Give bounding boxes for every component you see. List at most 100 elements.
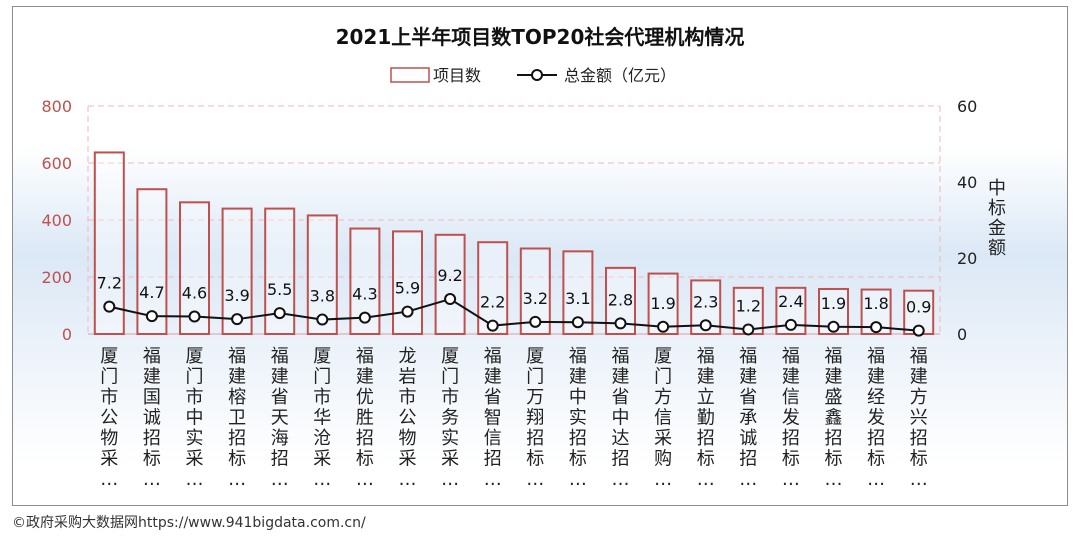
- left-tick-label: 400: [41, 211, 72, 230]
- category-label-char: 市: [313, 387, 331, 408]
- category-label-char: 建: [867, 367, 885, 388]
- category-label-char: …: [100, 469, 118, 490]
- right-axis-label-char: 额: [988, 238, 1006, 259]
- amount-data-label: 4.6: [182, 284, 207, 303]
- category-label-char: 标: [143, 449, 161, 470]
- category-label-char: …: [143, 469, 161, 490]
- category-label-char: 发: [867, 408, 885, 429]
- category-label-char: 福: [484, 346, 502, 367]
- category-label-char: 中: [569, 387, 587, 408]
- category-label-char: 榕: [228, 387, 246, 408]
- category-label-char: 招: [825, 428, 843, 449]
- category-label-char: 兴: [910, 408, 928, 429]
- amount-point: [401, 305, 414, 318]
- category-label-char: 标: [356, 449, 374, 470]
- category-label-char: 招: [526, 428, 544, 449]
- category-label-char: 招: [271, 449, 289, 470]
- amount-data-label: 5.9: [395, 279, 420, 298]
- right-tick-label: 40: [957, 173, 977, 192]
- category-label-char: …: [441, 469, 459, 490]
- amount-point: [870, 321, 883, 334]
- amount-line-path: [109, 297, 919, 332]
- category-label-char: 招: [612, 449, 630, 470]
- category-label-char: 招: [484, 449, 502, 470]
- category-label-char: 经: [867, 387, 885, 408]
- category-label-char: 厦: [100, 346, 118, 367]
- category-label-char: 招: [867, 428, 885, 449]
- category-label-char: 厦: [526, 346, 544, 367]
- amount-point: [103, 300, 116, 313]
- right-axis: 60 40 20 0: [957, 97, 977, 344]
- left-tick-label: 0: [62, 325, 72, 344]
- category-label-char: 门: [654, 367, 672, 388]
- category-label-char: 福: [825, 346, 843, 367]
- category-label-char: 翔: [526, 408, 544, 429]
- amount-data-label: 2.8: [608, 290, 633, 309]
- category-label-char: 福: [782, 346, 800, 367]
- category-labels: 厦门市公物采…福建国诚招标…厦门市中实采…福建榕卫招标…福建省天海招…厦门市华沧…: [100, 346, 927, 490]
- gridlines: [87, 105, 941, 335]
- category-label-char: 福: [569, 346, 587, 367]
- category-label-char: 务: [441, 408, 459, 429]
- category-label-char: 物: [100, 428, 118, 449]
- category-label-char: 采: [654, 428, 672, 449]
- amount-data-label: 3.8: [310, 287, 335, 306]
- category-label-char: 标: [782, 449, 800, 470]
- category-label-char: …: [612, 469, 630, 490]
- legend: 项目数 总金额（亿元）: [390, 66, 676, 85]
- category-label-char: 胜: [356, 408, 374, 429]
- category-label-char: 实: [569, 408, 587, 429]
- category-label-char: …: [399, 469, 417, 490]
- category-label-char: 智: [484, 408, 502, 429]
- category-label-char: 建: [228, 367, 246, 388]
- category-label-char: 购: [654, 449, 672, 470]
- chart-title: 2021上半年项目数TOP20社会代理机构情况: [336, 25, 745, 49]
- left-tick-label: 800: [41, 97, 72, 116]
- category-label-char: 招: [782, 428, 800, 449]
- category-label-char: 门: [441, 367, 459, 388]
- category-label-char: 天: [271, 408, 289, 429]
- category-label-char: 招: [697, 428, 715, 449]
- category-label-char: 采: [186, 449, 204, 470]
- category-label-char: 市: [441, 387, 459, 408]
- category-label-char: 优: [356, 387, 374, 408]
- category-label-char: 标: [526, 449, 544, 470]
- amount-point: [699, 319, 712, 332]
- category-label-char: 招: [228, 428, 246, 449]
- category-label-char: 建: [484, 367, 502, 388]
- category-label-char: 方: [910, 387, 928, 408]
- category-label-char: …: [228, 469, 246, 490]
- right-tick-label: 60: [957, 97, 977, 116]
- amount-data-label: 2.4: [778, 292, 803, 311]
- category-label-char: …: [910, 469, 928, 490]
- category-label-char: 福: [356, 346, 374, 367]
- amount-line: 7.2 4.7 4.6 3.9 5.5 3.8 4.3 5.9 9.2 2.2 3.2 3.1 2.8 1…: [97, 266, 931, 337]
- category-label-char: 福: [739, 346, 757, 367]
- amount-point: [486, 319, 499, 332]
- category-label-char: 实: [441, 428, 459, 449]
- category-label-char: 建: [612, 367, 630, 388]
- category-label-char: …: [271, 469, 289, 490]
- category-label-char: …: [569, 469, 587, 490]
- category-label-char: 岩: [399, 367, 417, 388]
- category-label-char: 福: [612, 346, 630, 367]
- category-label-char: 招: [356, 428, 374, 449]
- category-label-char: 福: [271, 346, 289, 367]
- amount-data-label: 1.9: [650, 294, 675, 313]
- category-label-char: 诚: [143, 408, 161, 429]
- left-tick-label: 200: [41, 268, 72, 287]
- category-label-char: 市: [399, 387, 417, 408]
- bar: [136, 188, 168, 335]
- amount-point: [912, 324, 925, 337]
- category-label-char: …: [739, 469, 757, 490]
- right-tick-label: 0: [957, 325, 967, 344]
- category-label-char: 标: [697, 449, 715, 470]
- amount-point: [231, 313, 244, 326]
- legend-line-marker: [531, 69, 543, 81]
- category-label-char: 省: [484, 387, 502, 408]
- category-label-char: 市: [100, 387, 118, 408]
- category-label-char: 方: [654, 387, 672, 408]
- amount-point: [273, 307, 286, 320]
- amount-data-label: 4.7: [139, 283, 164, 302]
